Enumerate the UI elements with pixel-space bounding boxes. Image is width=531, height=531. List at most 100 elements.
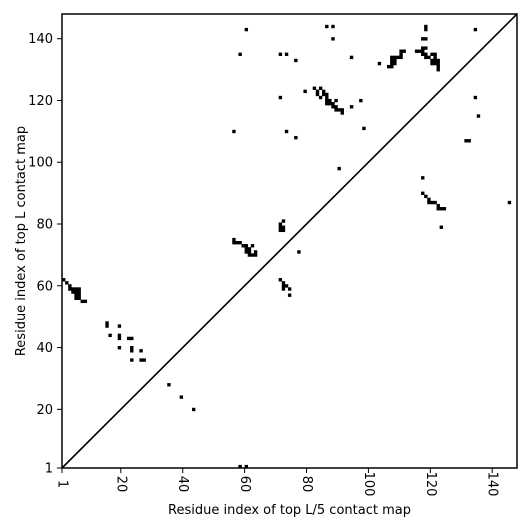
contact-point-upper	[393, 61, 397, 66]
contact-point-lower	[278, 228, 283, 233]
contact-point-upper	[362, 126, 366, 131]
contact-point-lower	[117, 336, 122, 341]
contact-point-lower	[192, 407, 196, 412]
contact-point-lower	[281, 219, 286, 223]
y-tick-label: 1	[45, 462, 53, 477]
contact-point-upper	[331, 24, 335, 29]
y-tick-label: 140	[28, 32, 53, 47]
y-tick-label: 80	[36, 218, 53, 233]
x-tick-label: 80	[299, 476, 314, 493]
x-axis-label: Residue index of top L/5 contact map	[168, 503, 411, 518]
contact-point-upper	[473, 27, 478, 32]
contact-point-upper	[476, 114, 481, 118]
contact-point-lower	[238, 241, 242, 245]
contact-point-lower	[74, 293, 78, 297]
contact-point-lower	[68, 287, 72, 291]
contact-point-upper	[399, 49, 403, 53]
contact-point-upper	[232, 129, 236, 134]
contact-point-upper	[473, 95, 478, 100]
contact-point-upper	[315, 92, 320, 97]
contact-point-upper	[312, 86, 317, 90]
contact-point-upper	[325, 92, 329, 97]
contact-point-upper	[325, 24, 329, 29]
y-tick-label: 100	[28, 156, 53, 171]
contact-point-lower	[139, 358, 143, 362]
contact-point-upper	[334, 105, 338, 109]
contact-point-upper	[424, 24, 428, 29]
contact-point-upper	[238, 52, 242, 56]
contact-point-upper	[433, 52, 437, 56]
contact-point-upper	[328, 98, 332, 103]
contact-point-upper	[396, 55, 400, 60]
contact-point-lower	[130, 336, 134, 341]
contact-point-lower	[77, 296, 81, 300]
points-layer	[62, 24, 512, 469]
contact-point-upper	[387, 64, 391, 69]
contact-point-upper	[433, 55, 437, 60]
contact-point-upper	[424, 52, 428, 56]
x-tick-label: 140	[485, 472, 500, 497]
contact-point-upper	[390, 55, 394, 60]
contact-point-upper	[390, 61, 394, 66]
contact-point-upper	[325, 95, 329, 100]
contact-point-upper	[399, 55, 403, 60]
contact-point-lower	[65, 281, 69, 285]
contact-point-upper	[322, 89, 326, 94]
contact-point-lower	[278, 278, 283, 282]
contact-point-upper	[417, 49, 422, 53]
contact-point-upper	[322, 92, 326, 97]
y-tick-label: 40	[36, 341, 53, 356]
contact-point-lower	[281, 287, 286, 291]
contact-point-upper	[421, 52, 425, 56]
contact-point-upper	[421, 46, 425, 50]
x-tick-label: 60	[237, 476, 252, 493]
contact-point-lower	[253, 253, 258, 257]
contact-point-lower	[142, 358, 146, 362]
contact-point-lower	[235, 241, 239, 245]
contact-point-upper	[436, 68, 440, 72]
contact-point-lower	[507, 200, 512, 205]
contact-point-upper	[421, 37, 425, 41]
contact-point-upper	[331, 102, 335, 106]
contact-point-upper	[430, 61, 434, 66]
contact-point-lower	[287, 287, 292, 291]
contact-point-lower	[427, 200, 431, 205]
contact-point-lower	[247, 247, 252, 251]
contact-point-lower	[281, 281, 286, 285]
contact-point-lower	[424, 194, 428, 199]
contact-point-lower	[247, 253, 252, 257]
contact-point-upper	[284, 52, 289, 56]
contact-point-lower	[436, 207, 440, 211]
contact-point-lower	[105, 324, 109, 328]
contact-point-lower	[117, 346, 122, 350]
diagonal-line	[61, 13, 518, 469]
contact-point-lower	[77, 293, 81, 297]
contact-point-upper	[436, 64, 440, 69]
contact-point-lower	[244, 247, 249, 251]
contact-point-lower	[337, 166, 341, 171]
contact-point-upper	[424, 37, 428, 41]
contact-point-lower	[232, 237, 236, 242]
contact-point-upper	[334, 98, 338, 103]
contact-point-lower	[281, 284, 286, 288]
contact-point-lower	[467, 139, 471, 143]
contact-point-lower	[68, 284, 72, 288]
x-tick-label: 20	[113, 476, 128, 493]
contact-point-upper	[340, 111, 344, 115]
contact-point-lower	[430, 200, 434, 205]
contact-point-upper	[430, 52, 434, 56]
contact-point-lower	[253, 250, 258, 254]
contact-point-lower	[71, 287, 75, 291]
contact-point-lower	[232, 241, 236, 245]
contact-point-upper	[328, 102, 332, 106]
contact-point-lower	[238, 464, 242, 469]
contact-point-upper	[315, 89, 320, 94]
contact-point-lower	[74, 287, 78, 291]
contact-point-upper	[390, 58, 394, 63]
contact-point-upper	[433, 61, 437, 66]
contact-point-upper	[337, 108, 341, 112]
contact-point-upper	[424, 27, 428, 32]
plot-frame	[61, 13, 518, 469]
contact-point-upper	[436, 61, 440, 66]
